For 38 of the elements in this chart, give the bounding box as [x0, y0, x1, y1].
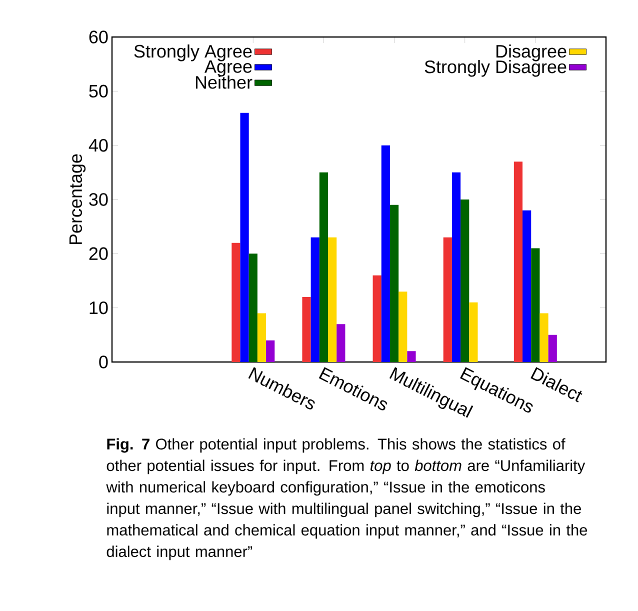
legend-label: Neither: [196, 76, 252, 89]
y-tick-label: 50: [89, 84, 108, 98]
bar: [390, 204, 399, 362]
bar: [514, 162, 523, 362]
y-tick-label: 0: [99, 356, 108, 368]
bar: [548, 334, 557, 362]
bar: [531, 248, 540, 362]
bar: [310, 237, 320, 362]
legend-label: Strongly Agree: [134, 44, 252, 62]
bar: [372, 275, 382, 362]
bar: [302, 296, 311, 362]
y-tick-label: 60: [89, 30, 108, 44]
bar: [248, 254, 258, 362]
bar: [319, 172, 328, 362]
y-tick-label: 30: [89, 193, 108, 206]
bar: [460, 199, 470, 362]
bar: [522, 210, 532, 362]
bar: [398, 292, 408, 362]
legend-label: Strongly Disagree: [424, 60, 566, 77]
bar: [407, 351, 416, 362]
bar: [469, 302, 478, 362]
bar: [336, 324, 346, 362]
bar: [266, 340, 275, 362]
bar: [443, 237, 452, 362]
bar: [381, 145, 390, 362]
y-tick-label: 20: [89, 247, 108, 260]
bar: [232, 242, 240, 362]
bar: [257, 313, 266, 362]
bar: [328, 237, 337, 362]
bar: [540, 313, 548, 362]
y-axis-title: Percentage: [69, 154, 86, 244]
bar: [240, 112, 249, 362]
y-tick-label: 10: [90, 301, 108, 314]
text: Fig. 7 Other potential input problems. This shows the statistics of other potential issues for input. From top to bottom are “Unfamiliarity with numerical keyboard configuration,” “Issue in the emoticons input manner,” “Issue with multilingual panel switching,” “Issue in the mathematical and chemical equation input manner,” and “Issue in the dialect input manner”: [106, 438, 588, 560]
bar: [452, 172, 461, 362]
legend-label: Disagree: [496, 44, 566, 62]
y-tick-label: 40: [88, 138, 108, 152]
legend-label: Agree: [204, 60, 252, 76]
